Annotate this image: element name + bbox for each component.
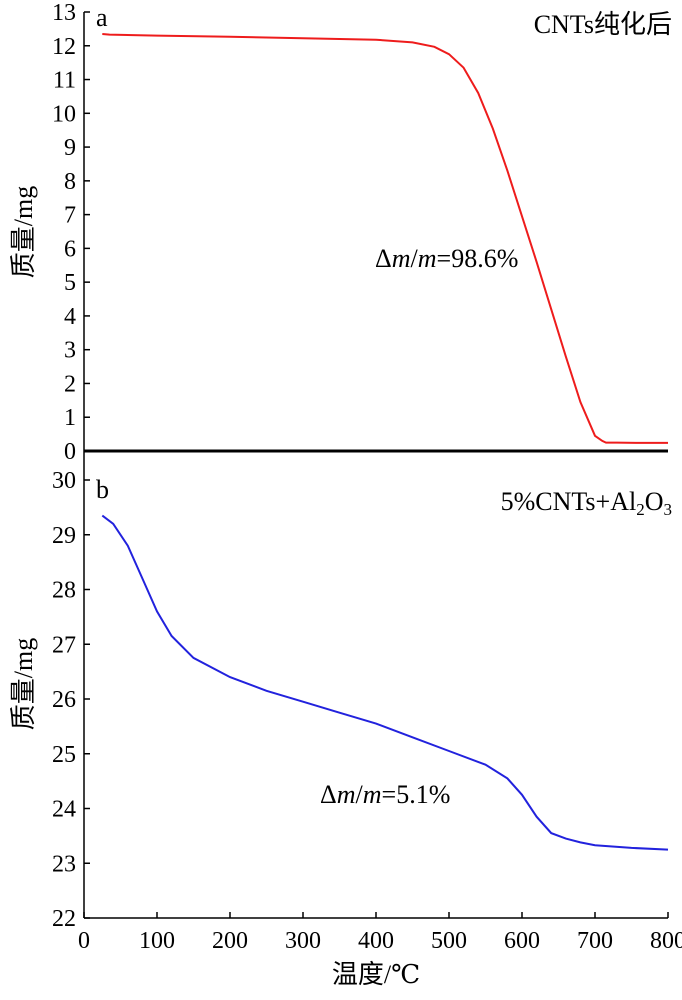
panel-b-letter: b [96,475,109,504]
panel-b-y-axis-title: 质量/mg [9,638,38,730]
panel-a-y-tick-label: 10 [52,101,76,127]
panel-b-y-tick-label: 30 [52,468,76,494]
panel-b-label-main: 5%CNTs+Al [501,487,637,516]
panel-a-y-tick-label: 12 [52,34,76,60]
panel-a-y-tick-label: 1 [64,405,76,431]
panel-a-y-tick-label: 4 [64,304,76,330]
panel-a-y-tick-label: 11 [53,68,76,94]
panel-a-annotation-var1: m [392,244,411,273]
panel-b-annotation-delta: Δ [320,780,337,809]
panel-b-label-sub2: 3 [664,500,673,519]
panel-a-y-axis-title: 质量/mg [9,186,38,278]
panel-b-y-tick-label: 25 [52,742,76,768]
panel-a-annotation-value: =98.6% [437,244,519,273]
panel-b-y-tick-label: 24 [52,797,76,823]
x-tick-label: 300 [285,928,321,954]
panel-a-y-tick-label: 8 [64,169,76,195]
panel-a-annotation-delta: Δ [375,244,392,273]
panel-b-y-tick-label: 28 [52,578,76,604]
panel-a-letter: a [96,3,108,32]
x-axis-title: 温度/℃ [332,960,420,989]
x-tick-label: 800 [650,928,682,954]
panel-a-y-tick-label: 9 [64,135,76,161]
x-tick-label: 400 [358,928,394,954]
panel-a-label: CNTs纯化后 [534,10,672,39]
x-tick-label: 0 [78,928,90,954]
panel-a-y-tick-label: 6 [64,236,76,262]
panel-b-label: 5%CNTs+Al2O3 [501,487,672,519]
panel-b-y-tick-label: 29 [52,523,76,549]
panel-b-annotation-slash: / [356,780,364,809]
x-tick-label: 200 [212,928,248,954]
panel-b-annotation-var1: m [337,780,356,809]
panel-b-series-line [101,514,669,851]
x-tick-label: 700 [577,928,613,954]
panel-a-y-tick-label: 2 [64,371,76,397]
panel-b-label-sub1: 2 [636,500,645,519]
panel-b-y-tick-label: 27 [52,632,76,658]
panel-b-y-tick-label: 23 [52,851,76,877]
panel-b-y-tick-label: 22 [52,906,76,932]
panel-b-y-ticks: 22 23 24 25 26 27 28 29 30 [52,468,90,932]
panel-a-annotation-slash: / [411,244,419,273]
panel-a-series-line [102,33,668,444]
x-tick-label: 500 [431,928,467,954]
panel-a-y-tick-label: 5 [64,270,76,296]
panel-b-annotation-var2: m [363,780,382,809]
panel-a-y-tick-label: 13 [52,0,76,26]
panel-a-annotation-var2: m [418,244,437,273]
x-tick-label: 100 [139,928,175,954]
panel-b-label-o: O [645,487,664,516]
panel-a-y-tick-label: 0 [64,439,76,465]
x-tick-label: 600 [504,928,540,954]
panel-b-x-ticks: 0 100 200 300 400 500 600 700 800 [78,912,682,954]
panel-a-y-tick-label: 7 [64,203,76,229]
panel-b-annotation: Δm/m=5.1% [320,780,450,809]
panel-a-y-tick-label: 3 [64,338,76,364]
panel-a-annotation: Δm/m=98.6% [375,244,518,273]
panel-b-annotation-value: =5.1% [382,780,451,809]
panel-b-y-tick-label: 26 [52,687,76,713]
